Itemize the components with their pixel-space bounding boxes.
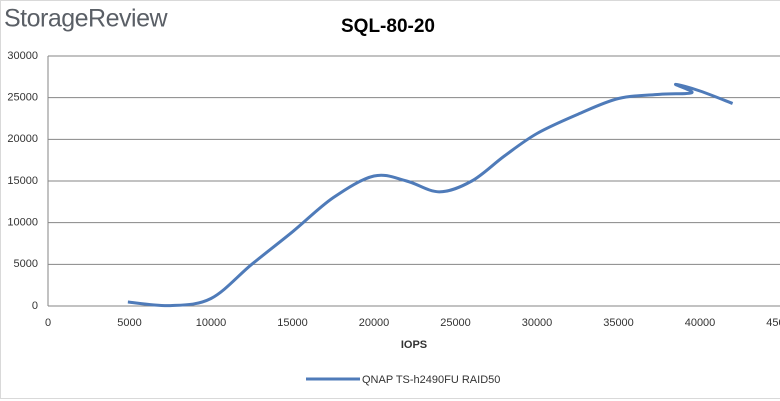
logo: StorageReview: [4, 5, 168, 33]
x-tick-label: 35000: [603, 317, 634, 329]
y-tick-label: 20000: [7, 133, 38, 145]
y-tick-label: 0: [32, 300, 38, 312]
x-tick-label: 40000: [685, 317, 716, 329]
x-tick-label: 25000: [440, 317, 471, 329]
y-tick-label: 30000: [7, 50, 38, 62]
x-tick-label: 5000: [117, 317, 141, 329]
line-series: [127, 82, 734, 308]
x-axis-label: IOPS: [401, 339, 427, 351]
x-tick-label: 0: [45, 317, 51, 329]
y-tick-label: 5000: [14, 258, 38, 270]
x-tick-label: 20000: [359, 317, 390, 329]
x-tick-label: 45000: [766, 317, 780, 329]
y-tick-label: 25000: [7, 92, 38, 104]
y-tick-label: 15000: [7, 175, 38, 187]
chart-title: SQL-80-20: [341, 16, 435, 37]
y-tick-label: 10000: [7, 217, 38, 229]
x-tick-label: 30000: [522, 317, 553, 329]
legend-label: QNAP TS-h2490FU RAID50: [362, 374, 500, 386]
x-tick-label: 10000: [196, 317, 227, 329]
x-tick-label: 15000: [277, 317, 308, 329]
